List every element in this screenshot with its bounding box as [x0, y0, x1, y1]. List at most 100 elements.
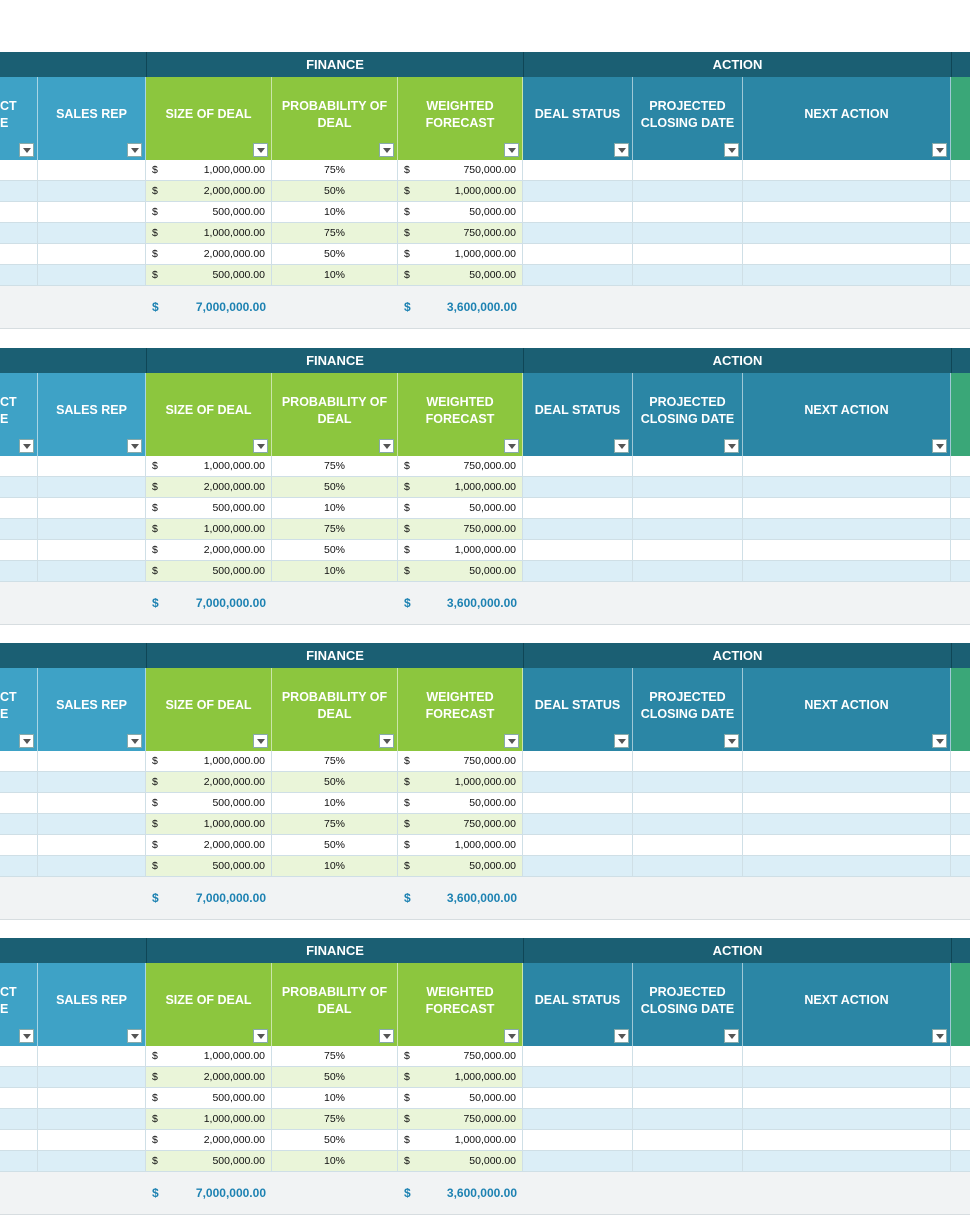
filter-dropdown-icon[interactable] — [724, 143, 739, 157]
size-of-deal-cell[interactable]: $ 2,000,000.00 — [146, 181, 272, 202]
weighted-forecast-cell[interactable]: $ 1,000,000.00 — [398, 181, 523, 202]
closing-date-cell[interactable] — [633, 835, 743, 856]
size-of-deal-cell[interactable]: $ 1,000,000.00 — [146, 1046, 272, 1067]
next-action-cell[interactable] — [743, 814, 951, 835]
weighted-forecast-cell[interactable]: $ 750,000.00 — [398, 1109, 523, 1130]
sales-rep-cell[interactable] — [38, 1130, 146, 1151]
size-of-deal-cell[interactable]: $ 2,000,000.00 — [146, 244, 272, 265]
next-action-cell[interactable] — [743, 1130, 951, 1151]
probability-cell[interactable]: 50% — [272, 1067, 398, 1088]
offscreen-cell[interactable] — [951, 223, 970, 244]
sales-rep-cell[interactable] — [38, 772, 146, 793]
filter-dropdown-icon[interactable] — [253, 143, 268, 157]
filter-dropdown-icon[interactable] — [724, 1029, 739, 1043]
sales-rep-cell[interactable] — [38, 265, 146, 286]
closing-date-cell[interactable] — [633, 751, 743, 772]
deal-status-cell[interactable] — [523, 1067, 633, 1088]
filter-dropdown-icon[interactable] — [932, 734, 947, 748]
offscreen-cell[interactable] — [951, 181, 970, 202]
closing-date-cell[interactable] — [633, 519, 743, 540]
deal-status-cell[interactable] — [523, 244, 633, 265]
closing-date-cell[interactable] — [633, 540, 743, 561]
size-of-deal-cell[interactable]: $ 500,000.00 — [146, 856, 272, 877]
filter-dropdown-icon[interactable] — [504, 1029, 519, 1043]
probability-cell[interactable]: 50% — [272, 1130, 398, 1151]
sales-rep-cell[interactable] — [38, 814, 146, 835]
project-cell[interactable] — [0, 1067, 38, 1088]
closing-date-cell[interactable] — [633, 793, 743, 814]
sales-rep-cell[interactable] — [38, 751, 146, 772]
filter-dropdown-icon[interactable] — [127, 1029, 142, 1043]
size-of-deal-cell[interactable]: $ 2,000,000.00 — [146, 540, 272, 561]
probability-cell[interactable]: 10% — [272, 793, 398, 814]
probability-cell[interactable]: 10% — [272, 265, 398, 286]
next-action-cell[interactable] — [743, 456, 951, 477]
filter-dropdown-icon[interactable] — [19, 143, 34, 157]
probability-cell[interactable]: 75% — [272, 223, 398, 244]
sales-rep-cell[interactable] — [38, 1046, 146, 1067]
closing-date-cell[interactable] — [633, 1067, 743, 1088]
size-of-deal-cell[interactable]: $ 1,000,000.00 — [146, 456, 272, 477]
next-action-cell[interactable] — [743, 1088, 951, 1109]
size-of-deal-cell[interactable]: $ 2,000,000.00 — [146, 1130, 272, 1151]
deal-status-cell[interactable] — [523, 265, 633, 286]
closing-date-cell[interactable] — [633, 1046, 743, 1067]
deal-status-cell[interactable] — [523, 793, 633, 814]
project-cell[interactable] — [0, 1130, 38, 1151]
filter-dropdown-icon[interactable] — [19, 1029, 34, 1043]
probability-cell[interactable]: 50% — [272, 835, 398, 856]
project-cell[interactable] — [0, 519, 38, 540]
size-of-deal-cell[interactable]: $ 2,000,000.00 — [146, 1067, 272, 1088]
offscreen-cell[interactable] — [951, 244, 970, 265]
probability-cell[interactable]: 75% — [272, 751, 398, 772]
deal-status-cell[interactable] — [523, 1088, 633, 1109]
project-cell[interactable] — [0, 1151, 38, 1172]
filter-dropdown-icon[interactable] — [504, 439, 519, 453]
probability-cell[interactable]: 10% — [272, 202, 398, 223]
probability-cell[interactable]: 10% — [272, 1151, 398, 1172]
closing-date-cell[interactable] — [633, 1130, 743, 1151]
next-action-cell[interactable] — [743, 1067, 951, 1088]
next-action-cell[interactable] — [743, 519, 951, 540]
filter-dropdown-icon[interactable] — [614, 734, 629, 748]
deal-status-cell[interactable] — [523, 477, 633, 498]
probability-cell[interactable]: 75% — [272, 1046, 398, 1067]
sales-rep-cell[interactable] — [38, 835, 146, 856]
project-cell[interactable] — [0, 160, 38, 181]
closing-date-cell[interactable] — [633, 856, 743, 877]
size-of-deal-cell[interactable]: $ 1,000,000.00 — [146, 1109, 272, 1130]
size-of-deal-cell[interactable]: $ 1,000,000.00 — [146, 160, 272, 181]
offscreen-cell[interactable] — [951, 202, 970, 223]
deal-status-cell[interactable] — [523, 223, 633, 244]
offscreen-cell[interactable] — [951, 1130, 970, 1151]
filter-dropdown-icon[interactable] — [253, 734, 268, 748]
sales-rep-cell[interactable] — [38, 540, 146, 561]
sales-rep-cell[interactable] — [38, 477, 146, 498]
sales-rep-cell[interactable] — [38, 856, 146, 877]
closing-date-cell[interactable] — [633, 223, 743, 244]
project-cell[interactable] — [0, 1109, 38, 1130]
deal-status-cell[interactable] — [523, 540, 633, 561]
size-of-deal-cell[interactable]: $ 1,000,000.00 — [146, 519, 272, 540]
sales-rep-cell[interactable] — [38, 793, 146, 814]
deal-status-cell[interactable] — [523, 751, 633, 772]
size-of-deal-cell[interactable]: $ 500,000.00 — [146, 265, 272, 286]
weighted-forecast-cell[interactable]: $ 50,000.00 — [398, 856, 523, 877]
closing-date-cell[interactable] — [633, 265, 743, 286]
deal-status-cell[interactable] — [523, 561, 633, 582]
offscreen-cell[interactable] — [951, 498, 970, 519]
next-action-cell[interactable] — [743, 498, 951, 519]
weighted-forecast-cell[interactable]: $ 50,000.00 — [398, 265, 523, 286]
project-cell[interactable] — [0, 772, 38, 793]
sales-rep-cell[interactable] — [38, 202, 146, 223]
offscreen-cell[interactable] — [951, 1151, 970, 1172]
size-of-deal-cell[interactable]: $ 500,000.00 — [146, 498, 272, 519]
next-action-cell[interactable] — [743, 835, 951, 856]
size-of-deal-cell[interactable]: $ 2,000,000.00 — [146, 835, 272, 856]
sales-rep-cell[interactable] — [38, 1151, 146, 1172]
probability-cell[interactable]: 10% — [272, 856, 398, 877]
deal-status-cell[interactable] — [523, 456, 633, 477]
probability-cell[interactable]: 10% — [272, 498, 398, 519]
next-action-cell[interactable] — [743, 223, 951, 244]
deal-status-cell[interactable] — [523, 1130, 633, 1151]
